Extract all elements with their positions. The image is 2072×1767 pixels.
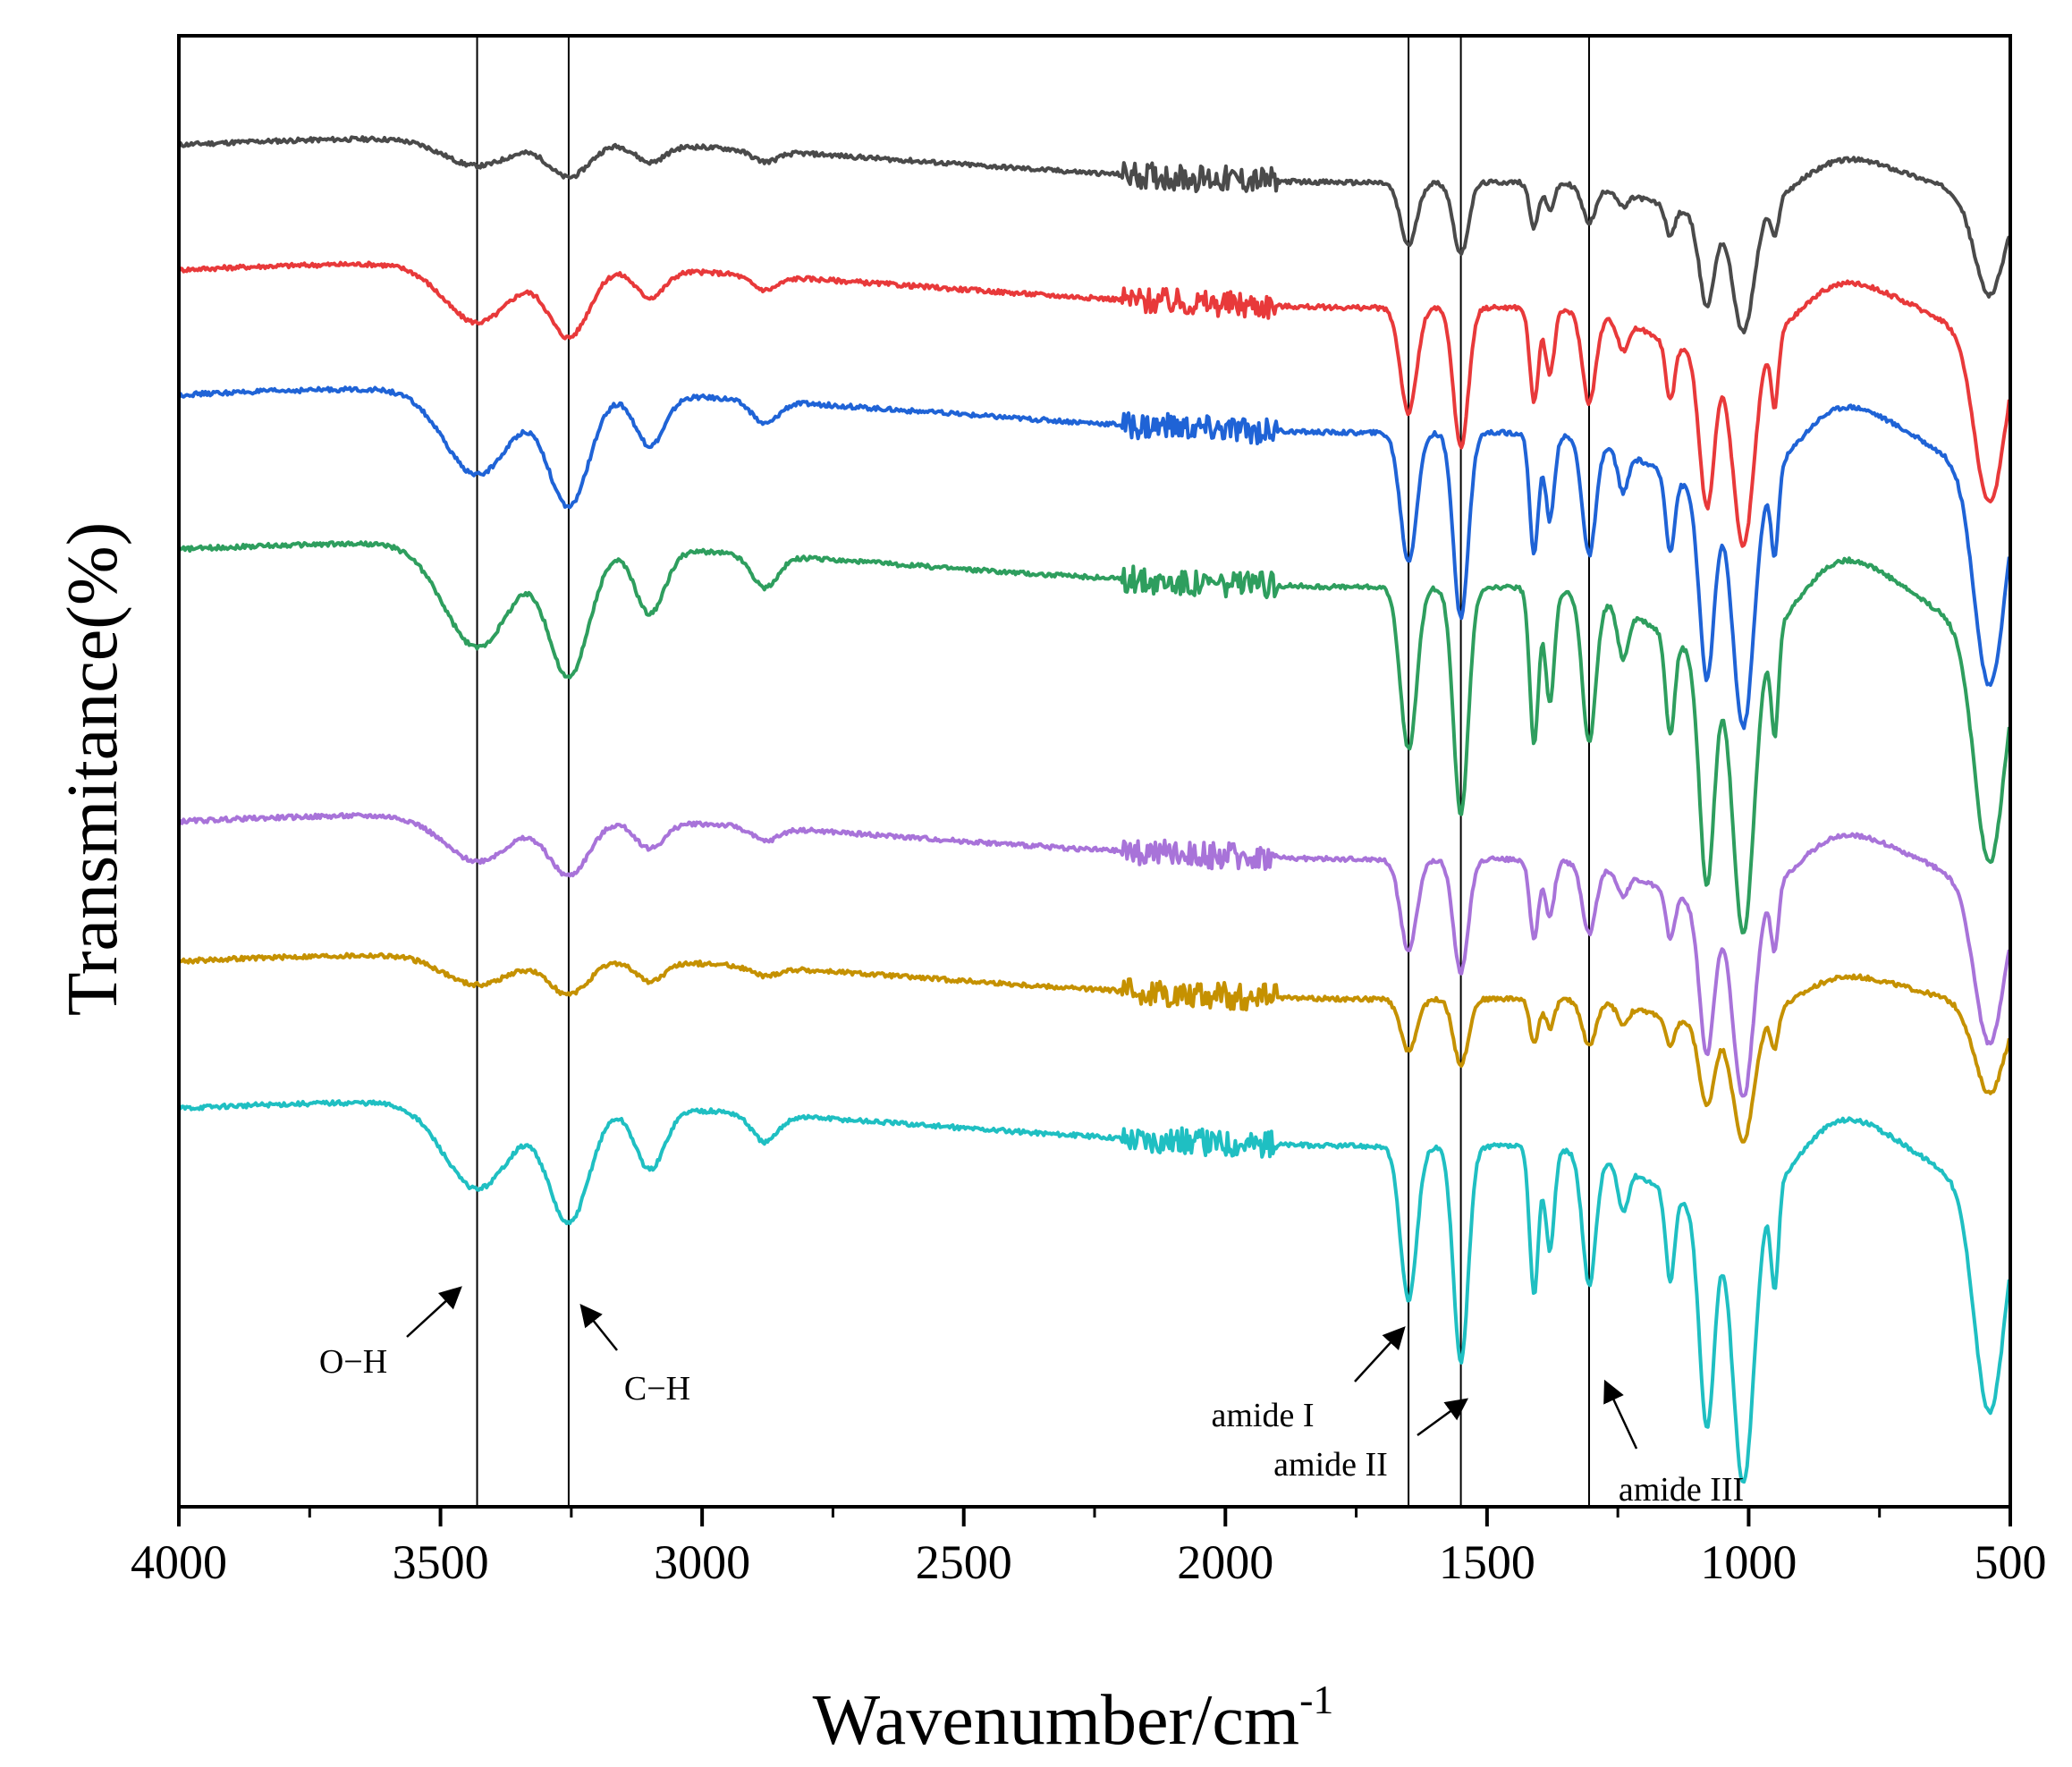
annotation-arrow — [1417, 1398, 1469, 1437]
x-axis-ticks: 4000 3500 3000 2500 2000 1500 1000 500 — [131, 1507, 2047, 1589]
x-tick-label: 3000 — [654, 1535, 750, 1589]
x-tick-label: 2500 — [916, 1535, 1012, 1589]
x-tick-label: 500 — [1975, 1535, 2047, 1589]
spectrum-6-line — [177, 951, 2011, 1144]
spectrum-4-line — [177, 540, 2011, 934]
annotation-arrow — [1603, 1379, 1638, 1450]
annotation-label: O−H — [319, 1343, 387, 1381]
spectrum-2-line — [177, 260, 2011, 548]
spectrum-1-line — [177, 135, 2011, 334]
annotation-label: amide II — [1273, 1446, 1388, 1484]
annotation-label: amide I — [1211, 1397, 1314, 1434]
annotation-arrow — [579, 1304, 618, 1351]
spectrum-5-line — [178, 812, 2011, 1098]
x-tick-label: 1500 — [1439, 1535, 1535, 1589]
x-tick-label: 1000 — [1700, 1535, 1797, 1589]
annotation-arrow — [406, 1286, 462, 1338]
annotation-label: amide III — [1619, 1471, 1744, 1509]
spectrum-3-line — [178, 385, 2011, 731]
y-axis-title: Transmitance(%) — [54, 522, 132, 1016]
annotation-arrow — [1354, 1326, 1406, 1382]
reference-lines — [476, 36, 1590, 1507]
x-tick-label: 3500 — [393, 1535, 489, 1589]
x-tick-label: 4000 — [131, 1535, 227, 1589]
spectrum-7-line — [178, 1099, 2011, 1484]
annotations: O−H C−H amide I amide II amide III — [319, 1286, 1744, 1509]
x-axis-title: Wavenumber/cm-1 — [813, 1677, 1334, 1760]
annotation-label: C−H — [624, 1370, 690, 1408]
x-tick-label: 2000 — [1177, 1535, 1273, 1589]
series-group — [177, 135, 2011, 1484]
